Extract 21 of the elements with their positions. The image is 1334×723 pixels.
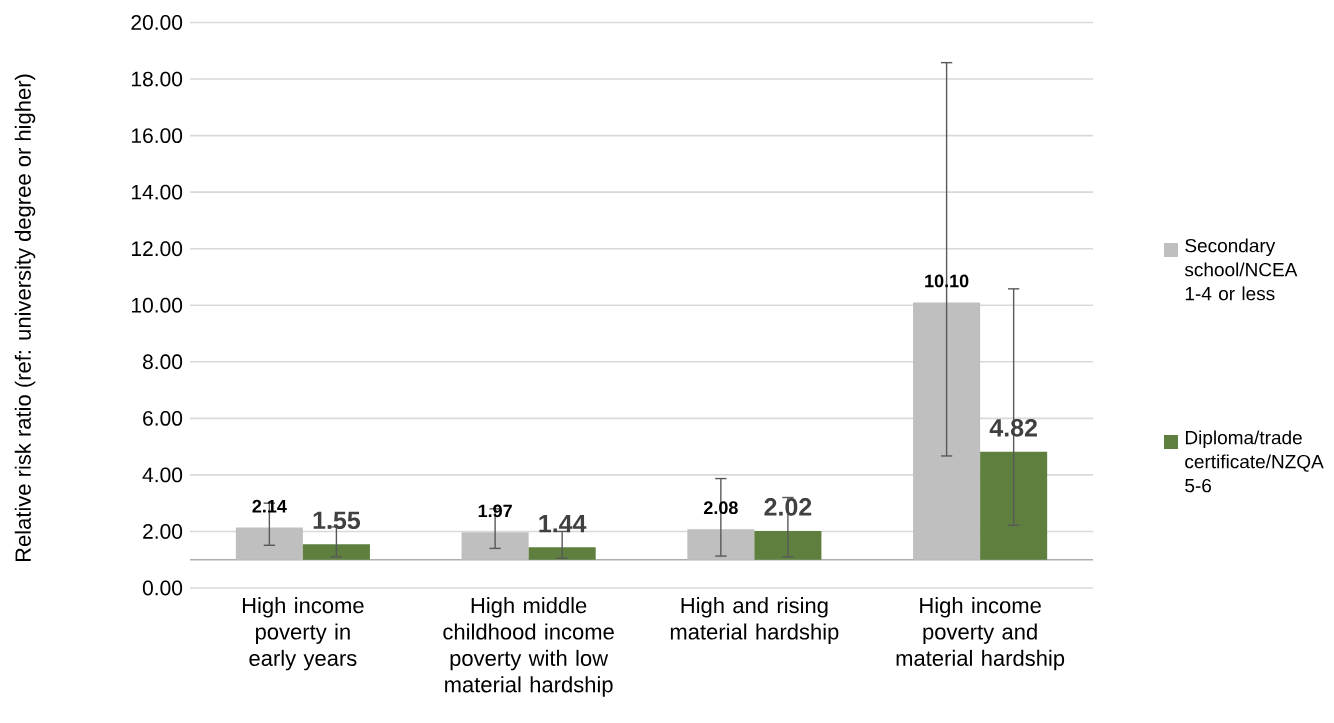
y-tick-label: 6.00 [143, 410, 183, 426]
y-tick-label: 10.00 [132, 297, 183, 313]
x-tick-label: High income poverty and material hardship [896, 597, 1065, 671]
y-tick-label: 18.00 [132, 71, 183, 87]
y-tick-label: 16.00 [132, 128, 183, 144]
y-tick-label: 2.00 [143, 524, 183, 539]
legend-label: Diploma/trade certificate/NZQA 5-6 [1185, 430, 1324, 493]
data-label: 1.44 [539, 515, 587, 533]
x-tick-label: High income poverty in early years [242, 597, 364, 671]
data-label: 1.97 [478, 504, 512, 518]
data-label: 1.55 [313, 511, 361, 530]
legend-label: Secondary school/NCEA 1-4 or less [1184, 238, 1298, 301]
x-tick-label: High and rising material hardship [670, 597, 839, 644]
y-axis-title: Relative risk ratio (ref: university degree or higher) [14, 74, 36, 562]
y-tick-label: 8.00 [142, 354, 183, 370]
y-tick-label: 4.00 [142, 467, 183, 483]
y-tick-label: 20.00 [131, 15, 183, 30]
x-tick-label: High middle childhood income poverty with low material hardship [443, 597, 614, 697]
y-tick-label: 0.00 [142, 580, 183, 596]
y-tick-label: 12.00 [132, 241, 183, 257]
y-tick-label: 14.00 [132, 184, 183, 200]
